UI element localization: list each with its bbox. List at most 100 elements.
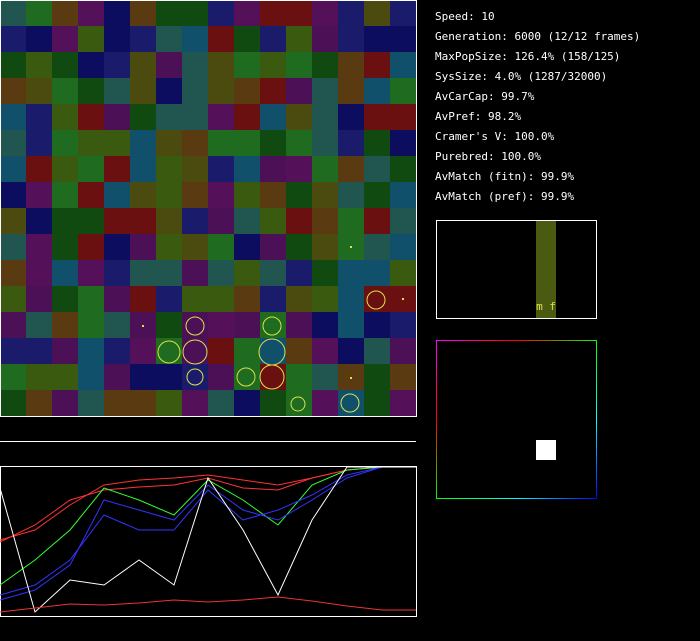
cell [286,234,312,260]
cell [390,156,416,182]
cell [182,364,208,390]
cell [234,260,260,286]
cell [338,78,364,104]
cell [0,26,26,52]
cell [286,312,312,338]
cell [364,390,390,416]
stat-line: Purebred: 100.0% [435,150,541,163]
cell [156,26,182,52]
cell [156,260,182,286]
cell [104,0,130,26]
cell [130,104,156,130]
cell [364,182,390,208]
cell [182,130,208,156]
cell [26,286,52,312]
cell [104,182,130,208]
cell [104,260,130,286]
cell [52,390,78,416]
organism-dots [142,246,404,379]
cell [130,26,156,52]
cell [338,0,364,26]
cell [26,26,52,52]
cell [260,312,286,338]
history-lines [0,466,416,613]
cell [234,286,260,312]
cell [78,104,104,130]
cell [130,364,156,390]
cell [234,390,260,416]
cell [312,338,338,364]
cell [338,208,364,234]
cell [104,26,130,52]
cell [104,364,130,390]
cell [182,208,208,234]
cell [104,130,130,156]
cell [286,156,312,182]
cell [156,286,182,312]
cell [260,130,286,156]
cell [390,78,416,104]
cell [52,286,78,312]
stat-line: AvMatch (pref): 99.9% [435,190,574,203]
cell [0,260,26,286]
stat-line: AvPref: 98.2% [435,110,521,123]
cell [78,52,104,78]
cell [0,338,26,364]
cell [338,338,364,364]
cell [338,182,364,208]
cell [52,260,78,286]
cell [208,130,234,156]
cell [78,156,104,182]
cell [156,130,182,156]
cell [26,312,52,338]
cell [26,390,52,416]
cell [286,208,312,234]
cell [260,0,286,26]
cell [338,52,364,78]
cell [260,26,286,52]
cell [390,338,416,364]
cell [234,0,260,26]
cell [0,312,26,338]
cell [156,338,182,364]
cell [0,104,26,130]
cell [52,234,78,260]
cell [130,390,156,416]
cell [156,52,182,78]
cell [312,182,338,208]
cell [78,208,104,234]
cell [156,0,182,26]
cell [156,234,182,260]
cell [234,156,260,182]
cell [260,260,286,286]
cell [390,234,416,260]
cell [260,78,286,104]
cell [52,130,78,156]
cell [234,208,260,234]
cell [130,182,156,208]
stats-panel: Speed: 10 Generation: 6000 (12/12 frames)… [435,10,640,203]
cell [286,52,312,78]
cell [104,234,130,260]
cell [26,208,52,234]
cell [286,26,312,52]
cell [26,52,52,78]
cell [364,0,390,26]
world-border [0,0,417,417]
cell [234,52,260,78]
cell [390,260,416,286]
cell [364,234,390,260]
cell [156,208,182,234]
cell [182,390,208,416]
cell [26,364,52,390]
stat-line: SysSize: 4.0% (1287/32000) [435,70,607,83]
cell [182,104,208,130]
cell [78,312,104,338]
stat-line: Cramer's V: 100.0% [435,130,555,143]
cell [260,156,286,182]
cell [182,182,208,208]
cell [260,52,286,78]
cell [208,208,234,234]
cell [0,364,26,390]
